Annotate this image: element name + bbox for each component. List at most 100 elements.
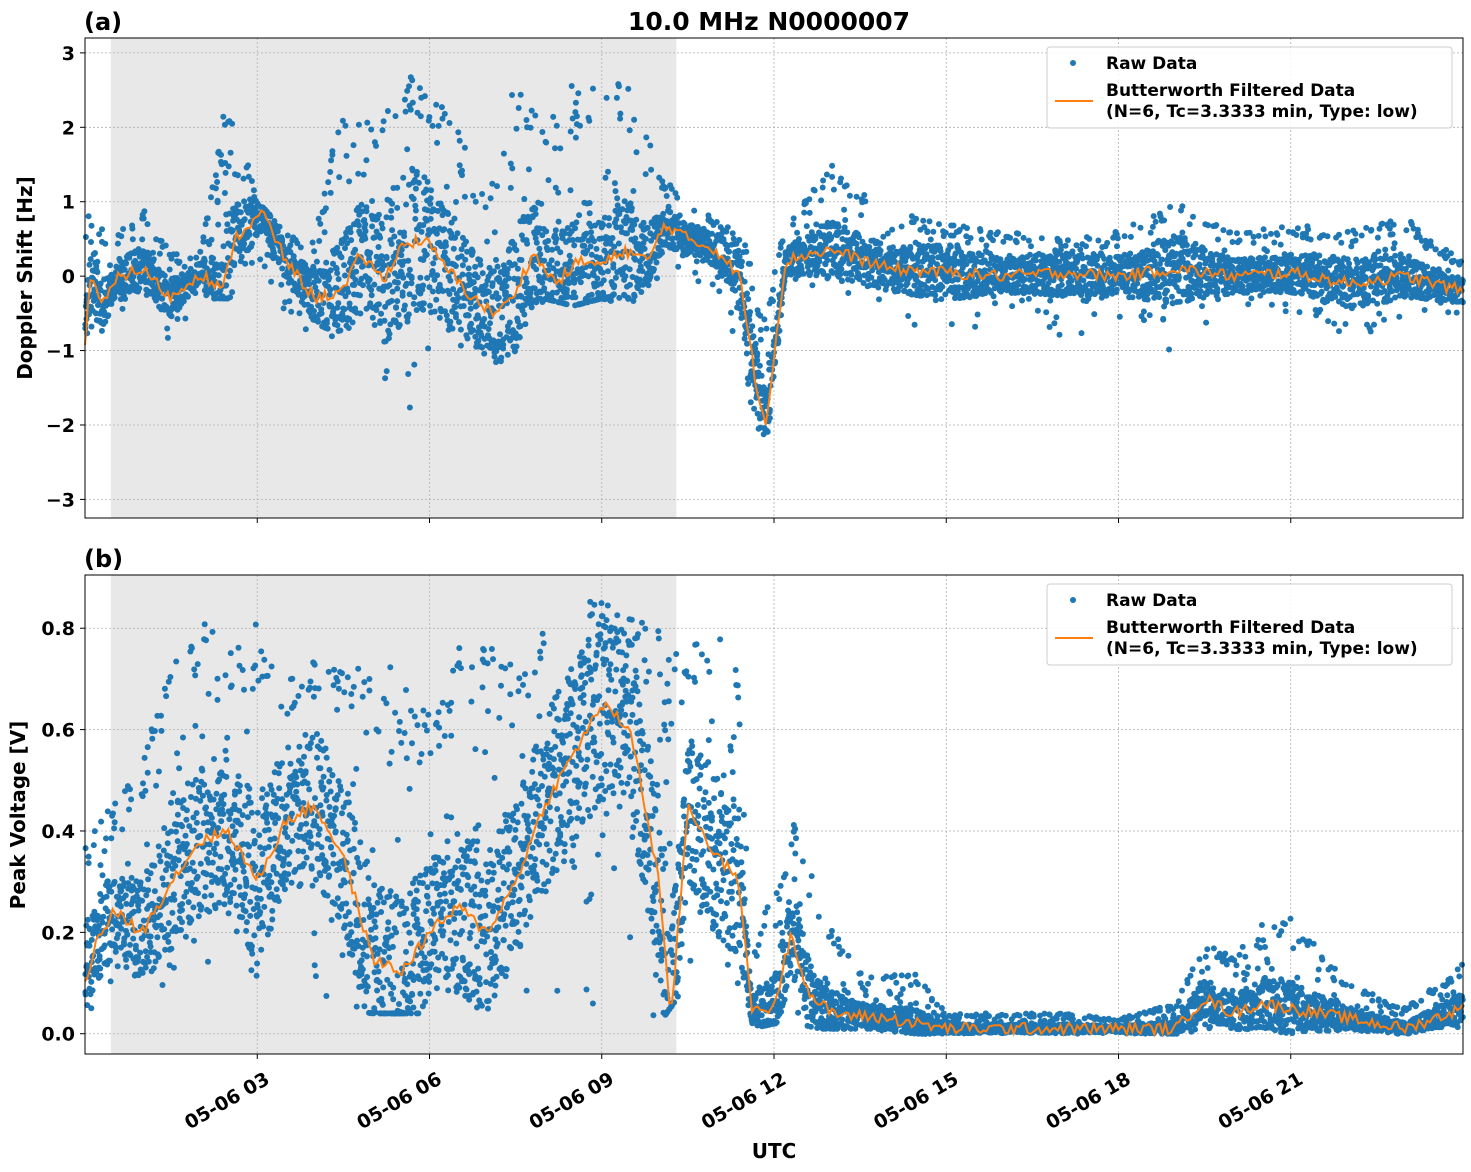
raw-data-point [1282,308,1289,315]
raw-data-point [770,286,776,293]
raw-data-point [835,223,842,230]
raw-data-point [271,218,278,224]
raw-data-point [663,193,670,199]
raw-data-point [1046,324,1053,330]
raw-data-point [1294,225,1301,232]
raw-data-point [294,240,301,247]
raw-data-point [456,319,462,325]
raw-data-point [846,192,853,199]
raw-data-point [581,242,588,249]
raw-data-point [428,187,435,194]
raw-data-point [158,238,165,244]
raw-data-point [613,94,620,101]
raw-data-point [942,229,949,236]
raw-data-point [485,289,492,295]
raw-data-point [647,274,654,280]
raw-data-point [614,202,621,209]
raw-data-point [642,235,649,242]
raw-data-point [434,272,441,279]
raw-data-point [532,211,539,217]
raw-data-point [659,249,665,256]
raw-data-point [1189,295,1196,302]
raw-data-point [1305,226,1312,233]
raw-data-point [1009,303,1016,310]
raw-data-point [327,286,334,293]
raw-data-point [295,291,302,298]
raw-data-point [667,209,674,215]
raw-data-point [208,194,214,201]
raw-data-point [779,238,786,245]
raw-data-point [315,277,322,284]
raw-data-point [801,209,808,216]
raw-data-point [132,257,139,264]
raw-data-point [353,268,360,275]
raw-data-point [406,266,413,273]
raw-data-point [111,294,118,301]
raw-data-point [418,228,425,235]
raw-data-point [586,210,593,217]
raw-data-point [88,323,95,330]
raw-data-point [545,267,552,274]
raw-data-point [374,261,381,268]
raw-data-point [587,243,594,250]
raw-data-point [1336,328,1342,335]
raw-data-point [443,312,450,319]
raw-data-point [515,105,522,111]
raw-data-point [459,271,466,278]
raw-data-point [382,375,389,382]
raw-data-point [967,235,974,241]
raw-data-point [605,268,611,275]
raw-data-point [279,265,286,272]
raw-data-point [829,173,836,180]
raw-data-point [410,300,417,307]
raw-data-point [470,327,477,334]
raw-data-point [405,257,412,264]
raw-data-point [877,247,884,254]
raw-data-point [819,184,826,191]
raw-data-point [424,178,431,185]
raw-data-point [1382,246,1389,253]
raw-data-point [1183,242,1190,248]
raw-data-point [401,233,408,240]
raw-data-point [206,241,213,248]
raw-data-point [434,208,441,214]
raw-data-point [369,314,376,321]
raw-data-point [552,227,559,234]
raw-data-point [1381,316,1387,323]
raw-data-point [603,94,610,101]
raw-data-point [408,275,415,282]
raw-data-point [280,305,287,312]
raw-data-point [643,134,650,141]
raw-data-point [477,257,484,264]
raw-data-point [629,227,636,233]
raw-data-point [626,266,633,273]
raw-data-point [156,250,163,257]
raw-data-point [532,112,539,119]
raw-data-point [939,283,946,290]
raw-data-point [525,166,532,173]
raw-data-point [577,279,584,286]
raw-data-point [757,326,764,333]
raw-data-point [861,192,868,198]
raw-data-point [367,300,374,307]
raw-data-point [242,260,249,267]
raw-data-point [1056,331,1063,338]
raw-data-point [541,257,548,264]
raw-data-point [229,227,236,234]
raw-data-point [350,142,357,149]
raw-data-point [327,267,334,274]
raw-data-point [614,195,621,202]
raw-data-point [271,250,277,257]
raw-data-point [586,200,593,206]
raw-data-point [402,108,409,115]
raw-data-point [897,282,904,289]
raw-data-point [1274,231,1281,238]
chart-title: 10.0 MHz N0000007 [628,7,910,36]
raw-data-point [445,211,452,217]
raw-data-point [373,307,380,313]
raw-data-point [554,260,561,267]
raw-data-point [378,310,385,317]
raw-data-point [405,371,412,377]
raw-data-point [1053,314,1060,321]
raw-data-point [615,83,622,90]
